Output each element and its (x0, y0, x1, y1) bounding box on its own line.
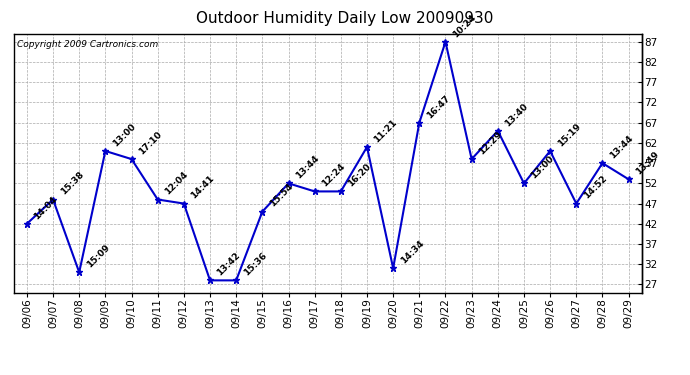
Text: 15:19: 15:19 (555, 122, 582, 148)
Text: 10:24: 10:24 (451, 12, 477, 39)
Text: 14:04: 14:04 (32, 194, 59, 221)
Text: 13:42: 13:42 (215, 251, 242, 278)
Text: 15:54: 15:54 (268, 182, 295, 209)
Text: 15:09: 15:09 (85, 243, 111, 270)
Text: 11:21: 11:21 (373, 118, 399, 144)
Text: 15:38: 15:38 (59, 170, 85, 197)
Text: 13:40: 13:40 (504, 101, 530, 128)
Text: 13:00: 13:00 (111, 122, 137, 148)
Text: 13:00: 13:00 (529, 154, 556, 180)
Text: 15:36: 15:36 (241, 251, 268, 278)
Text: 16:47: 16:47 (425, 93, 452, 120)
Text: 16:20: 16:20 (346, 162, 373, 189)
Text: 14:41: 14:41 (190, 174, 216, 201)
Text: Copyright 2009 Cartronics.com: Copyright 2009 Cartronics.com (17, 40, 158, 49)
Text: 13:49: 13:49 (634, 150, 661, 177)
Text: 12:04: 12:04 (164, 170, 190, 197)
Text: 12:24: 12:24 (320, 162, 347, 189)
Text: Outdoor Humidity Daily Low 20090930: Outdoor Humidity Daily Low 20090930 (197, 11, 493, 26)
Text: 14:52: 14:52 (582, 174, 609, 201)
Text: 13:44: 13:44 (294, 154, 321, 180)
Text: 14:34: 14:34 (399, 238, 426, 266)
Text: 17:10: 17:10 (137, 130, 164, 156)
Text: 12:29: 12:29 (477, 130, 504, 156)
Text: 13:44: 13:44 (608, 134, 635, 160)
